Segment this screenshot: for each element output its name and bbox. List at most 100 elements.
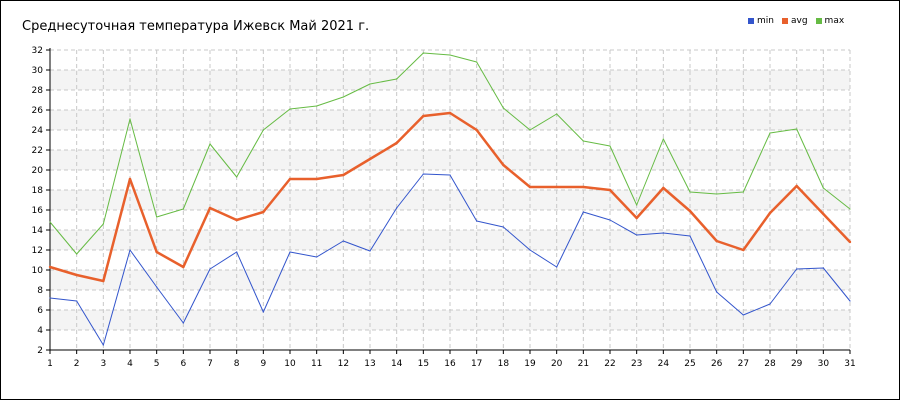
data-point-min	[609, 219, 611, 221]
data-point-min	[396, 207, 398, 209]
data-point-max	[662, 138, 664, 140]
data-point-max	[396, 78, 398, 80]
data-point-min	[582, 211, 584, 213]
x-tick-label: 13	[364, 359, 375, 369]
y-tick-label: 24	[32, 126, 44, 136]
y-tick-label: 10	[32, 266, 44, 276]
data-point-max	[529, 129, 531, 131]
data-point-min	[369, 250, 371, 252]
data-point-avg	[715, 239, 718, 243]
data-point-min	[236, 251, 238, 253]
data-point-min	[182, 322, 184, 324]
data-point-avg	[795, 184, 798, 188]
legend-swatch-avg	[781, 18, 788, 24]
x-tick-label: 7	[207, 359, 213, 369]
data-point-avg	[128, 177, 132, 181]
legend-entry-avg: avg	[781, 16, 808, 26]
data-point-min	[636, 234, 638, 236]
data-point-avg	[768, 211, 772, 215]
legend-entry-min: min	[748, 16, 774, 26]
data-point-max	[609, 145, 611, 147]
data-point-min	[849, 300, 851, 302]
legend-swatch-min	[748, 18, 754, 24]
y-tick-label: 30	[32, 66, 44, 76]
x-tick-label: 21	[578, 359, 589, 369]
data-point-avg	[635, 216, 638, 220]
x-tick-label: 5	[154, 359, 160, 369]
data-point-max	[289, 108, 291, 110]
data-point-avg	[288, 177, 292, 181]
data-point-avg	[368, 157, 372, 161]
data-point-avg	[182, 265, 185, 269]
x-tick-label: 26	[711, 359, 723, 369]
y-tick-label: 12	[32, 246, 43, 256]
data-point-avg	[502, 163, 505, 167]
data-point-min	[822, 267, 824, 269]
data-point-avg	[848, 240, 852, 244]
grid-band	[50, 270, 850, 290]
x-tick-label: 16	[444, 359, 456, 369]
data-point-max	[449, 54, 451, 56]
data-point-min	[209, 268, 211, 270]
data-point-avg	[315, 177, 318, 181]
data-point-avg	[688, 209, 692, 213]
x-tick-label: 4	[127, 359, 133, 369]
data-point-avg	[822, 212, 825, 216]
data-point-min	[422, 173, 424, 175]
data-point-max	[556, 113, 558, 115]
data-point-max	[76, 253, 78, 255]
data-point-min	[262, 311, 264, 313]
data-point-avg	[422, 114, 425, 118]
data-point-min	[449, 174, 451, 176]
data-point-avg	[582, 185, 585, 189]
legend-entry-max: max	[815, 16, 844, 26]
data-point-avg	[555, 185, 558, 189]
data-point-avg	[155, 250, 158, 254]
data-point-avg	[208, 206, 212, 210]
legend-label-min: min	[757, 16, 774, 26]
x-tick-label: 18	[498, 359, 510, 369]
x-tick-label: 1	[47, 359, 53, 369]
x-tick-label: 2	[74, 359, 80, 369]
data-point-max	[849, 208, 851, 210]
data-point-min	[662, 232, 664, 234]
data-point-min	[529, 249, 531, 251]
data-point-avg	[48, 265, 52, 269]
y-tick-label: 26	[32, 106, 44, 116]
data-point-avg	[262, 210, 265, 214]
data-point-avg	[448, 111, 452, 115]
y-tick-label: 8	[37, 286, 43, 296]
data-point-avg	[102, 279, 105, 283]
x-tick-label: 9	[260, 359, 266, 369]
data-point-avg	[662, 186, 665, 190]
data-point-min	[769, 303, 771, 305]
data-point-max	[769, 132, 771, 134]
data-point-min	[556, 266, 558, 268]
data-point-min	[796, 268, 798, 270]
x-tick-label: 11	[311, 359, 322, 369]
data-point-max	[182, 208, 184, 210]
data-point-max	[49, 221, 51, 223]
data-point-avg	[395, 141, 398, 145]
x-tick-label: 3	[100, 359, 106, 369]
legend-label-avg: avg	[790, 16, 808, 26]
x-tick-label: 23	[631, 359, 642, 369]
y-tick-label: 22	[32, 146, 43, 156]
y-tick-label: 32	[32, 46, 43, 56]
data-point-max	[342, 96, 344, 98]
data-point-min	[502, 226, 504, 228]
data-point-max	[102, 223, 104, 225]
data-point-max	[502, 107, 504, 109]
data-point-max	[822, 187, 824, 189]
x-tick-label: 22	[604, 359, 615, 369]
data-point-min	[102, 344, 104, 346]
x-tick-label: 30	[818, 359, 830, 369]
data-point-max	[689, 191, 691, 193]
data-point-max	[316, 105, 318, 107]
x-tick-label: 15	[418, 359, 429, 369]
data-point-max	[796, 128, 798, 130]
x-tick-label: 8	[234, 359, 240, 369]
data-point-min	[49, 297, 51, 299]
y-tick-label: 2	[37, 346, 43, 356]
